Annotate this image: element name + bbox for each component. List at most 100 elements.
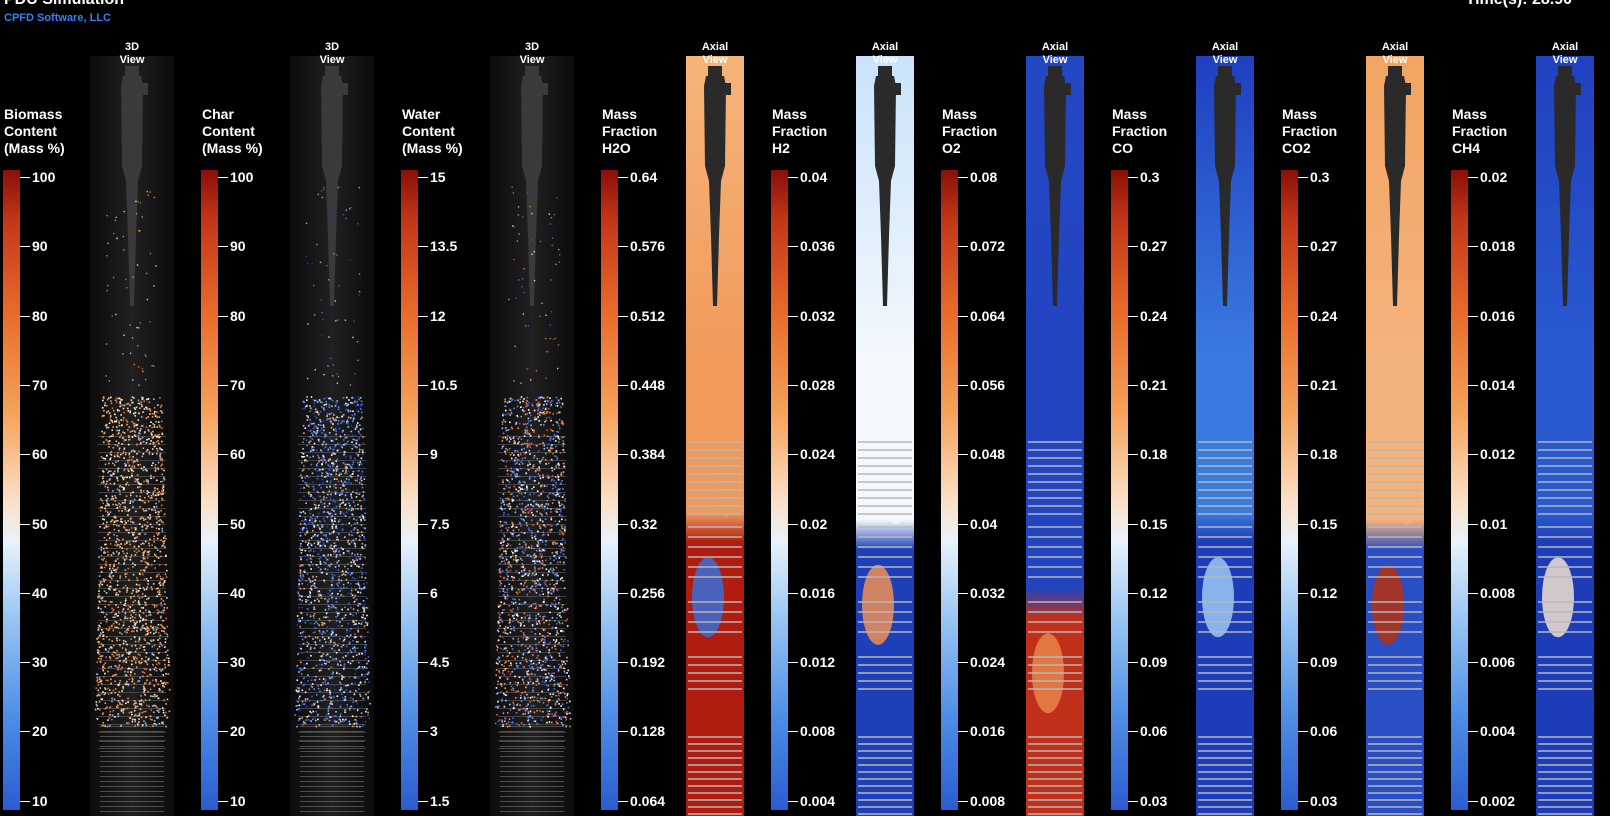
particle (139, 700, 141, 702)
particle (534, 568, 536, 571)
particle (326, 653, 329, 656)
particle (343, 720, 346, 722)
particle (359, 461, 362, 463)
particle (155, 669, 158, 672)
particle (523, 569, 526, 572)
particle (552, 572, 555, 574)
particle (167, 673, 169, 675)
particle (537, 543, 540, 545)
particle (155, 516, 158, 518)
particle (328, 458, 330, 461)
particle (546, 499, 549, 502)
particle (512, 437, 515, 439)
particle (149, 497, 151, 499)
particle (561, 663, 564, 666)
particle (546, 646, 548, 649)
particle (356, 446, 358, 449)
particle (110, 474, 113, 477)
colorbar-tick-label: 30 (32, 654, 48, 671)
particle (114, 399, 117, 402)
particle (354, 428, 357, 430)
particle (148, 508, 150, 510)
colorbar-tick-label: 40 (32, 584, 48, 601)
particle (153, 606, 156, 608)
particle (517, 637, 519, 640)
particle (361, 411, 363, 414)
particle (541, 639, 543, 642)
particle (338, 505, 341, 507)
particle (550, 458, 553, 461)
particle (344, 514, 347, 517)
particle (362, 667, 365, 670)
particle (512, 472, 514, 474)
particle (518, 724, 520, 726)
particle (305, 459, 307, 462)
grid-plate (500, 731, 564, 732)
particle (146, 557, 149, 559)
particle (526, 443, 529, 445)
particle (296, 664, 299, 667)
particle (149, 614, 152, 616)
particle (131, 458, 133, 461)
particle (553, 554, 555, 557)
particle (138, 483, 141, 485)
particle (499, 548, 501, 551)
particle (360, 520, 363, 522)
particle (109, 419, 112, 421)
particle (161, 630, 163, 632)
particle (361, 637, 364, 639)
particle (118, 664, 121, 666)
particle (144, 604, 146, 606)
grid-plate (100, 731, 164, 732)
particle (115, 420, 117, 423)
particle (353, 676, 356, 679)
particle (367, 672, 370, 674)
particle (301, 638, 304, 641)
particle (102, 399, 104, 402)
particle (321, 658, 323, 661)
internal-plate (98, 484, 166, 485)
particle (497, 646, 499, 649)
particle (531, 572, 534, 575)
particle (163, 542, 165, 544)
particle (139, 432, 141, 435)
particle (112, 689, 115, 692)
particle (124, 612, 127, 615)
particle (527, 420, 530, 423)
particle (332, 211, 334, 213)
particle (96, 705, 98, 707)
colorbar-tick-label: 1.5 (430, 792, 450, 809)
particle (533, 500, 535, 503)
particle (326, 516, 329, 518)
particle (331, 525, 334, 528)
particle (525, 686, 527, 689)
particle (361, 416, 363, 419)
particle (367, 714, 369, 716)
particle (343, 638, 346, 641)
particle (144, 468, 147, 471)
particle (546, 474, 549, 477)
particle (151, 426, 153, 429)
particle (322, 624, 324, 626)
particle (547, 574, 549, 576)
particle (109, 543, 112, 545)
particle (128, 579, 130, 582)
particle (354, 457, 356, 460)
particle (357, 223, 359, 225)
particle (334, 418, 337, 420)
particle (122, 419, 124, 422)
particle (318, 705, 321, 707)
particle (139, 443, 142, 445)
particle (154, 567, 156, 569)
particle (564, 696, 567, 698)
particle (354, 553, 356, 556)
particle (518, 482, 520, 484)
particle (152, 659, 155, 661)
internal-plate (98, 596, 166, 597)
particle (122, 642, 125, 645)
particle (142, 701, 145, 703)
particle (137, 419, 140, 421)
particle (349, 723, 351, 725)
particle (544, 636, 546, 638)
particle (308, 441, 310, 444)
